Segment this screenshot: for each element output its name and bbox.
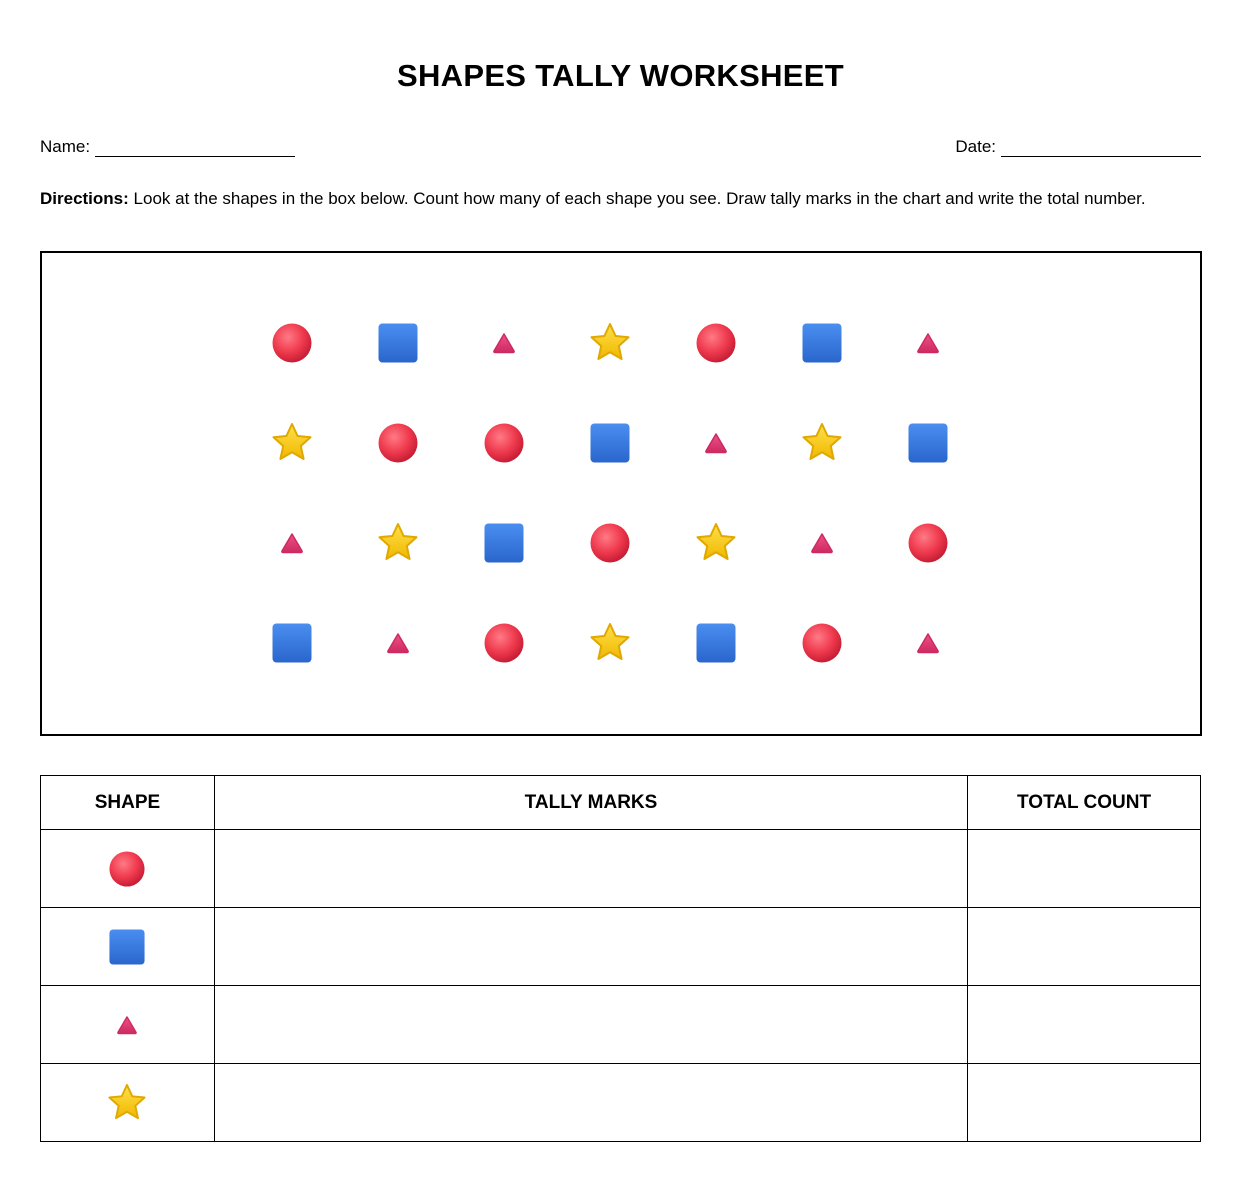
row <box>40 985 1201 1064</box>
header-row: SHAPE TALLY MARKS TOTAL COUNT <box>40 775 1201 830</box>
square <box>590 423 630 463</box>
header-cell: TOTAL COUNT <box>967 775 1201 830</box>
star-icon <box>108 1083 146 1119</box>
square <box>908 423 948 463</box>
shape-cell <box>40 985 215 1064</box>
date-line[interactable] <box>1001 141 1201 157</box>
circle-icon <box>109 850 145 887</box>
date-label: Date: <box>955 137 996 156</box>
shape-cell <box>40 1063 215 1142</box>
circle <box>590 523 630 563</box>
square <box>802 323 842 363</box>
count-cell[interactable] <box>967 829 1201 908</box>
title: SHAPES TALLY WORKSHEET <box>397 58 844 93</box>
star <box>378 523 418 560</box>
circle <box>908 523 948 563</box>
square <box>272 623 312 663</box>
circle <box>484 423 524 463</box>
tally-cell[interactable] <box>213 1063 969 1142</box>
triangle <box>493 333 515 354</box>
star <box>802 423 842 460</box>
star <box>272 423 312 460</box>
square-icon <box>109 928 145 965</box>
row <box>40 1063 1201 1142</box>
name-label: Name: <box>40 137 91 156</box>
circle <box>484 623 524 663</box>
shapes-grid <box>272 323 948 663</box>
tally-table: SHAPE TALLY MARKS TOTAL COUNT <box>40 775 1201 1142</box>
triangle <box>811 533 833 554</box>
count-cell[interactable] <box>967 985 1201 1064</box>
star <box>696 523 736 560</box>
triangle <box>917 333 939 354</box>
circle <box>802 623 842 663</box>
header-cell: TALLY MARKS <box>213 775 969 830</box>
circle <box>696 323 736 363</box>
directions-text: Look at the shapes in the box below. Cou… <box>133 189 1146 208</box>
circle <box>272 323 312 363</box>
triangle <box>281 533 303 554</box>
row <box>40 829 1201 908</box>
name-line[interactable] <box>95 141 296 157</box>
triangle <box>705 433 727 454</box>
count-cell[interactable] <box>967 907 1201 986</box>
star <box>590 323 630 360</box>
square <box>696 623 736 663</box>
triangle-icon <box>117 1015 138 1034</box>
square <box>378 323 418 363</box>
header-cell: SHAPE <box>40 775 215 830</box>
shape-cell <box>40 829 215 908</box>
star <box>590 623 630 660</box>
tally-cell[interactable] <box>213 985 969 1064</box>
date-field: Date: <box>955 137 1201 157</box>
name-field: Name: <box>40 137 296 157</box>
directions-label: Directions: <box>40 189 129 208</box>
tally-cell[interactable] <box>213 829 969 908</box>
shape-cell <box>40 907 215 986</box>
shapes-box <box>40 251 1202 736</box>
square <box>484 523 524 563</box>
triangle <box>387 633 409 654</box>
count-cell[interactable] <box>967 1063 1201 1142</box>
circle <box>378 423 418 463</box>
triangle <box>917 633 939 654</box>
row <box>40 907 1201 986</box>
directions: Directions: Look at the shapes in the bo… <box>40 188 1170 209</box>
tally-cell[interactable] <box>213 907 969 986</box>
